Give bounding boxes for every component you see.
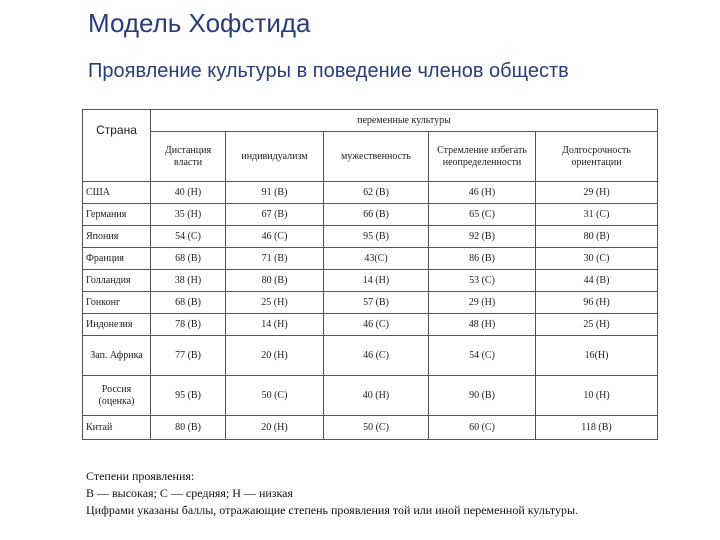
table-row: Гонконг 68 (В) 25 (Н) 57 (В) 29 (Н) 96 (Н) [82, 291, 659, 314]
country-cell: Китай [82, 415, 151, 440]
table-row: Германия 35 (Н) 67 (В) 66 (В) 65 (С) 31 (С) [82, 203, 659, 226]
slide-title: Модель Хофстида [88, 8, 311, 38]
table-row: Голландия 38 (Н) 80 (В) 14 (Н) 53 (С) 44 (В) [82, 269, 659, 292]
country-cell: Россия (оценка) [82, 375, 151, 416]
value-cell: 80 (В) [150, 415, 226, 440]
value-cell: 43(С) [323, 247, 429, 270]
country-cell: Голландия [82, 269, 151, 292]
table-row: Россия (оценка) 95 (В) 50 (С) 40 (Н) 90 (В) 1… [82, 375, 659, 416]
value-cell: 54 (С) [150, 225, 226, 248]
table-row: Зап. Африка 77 (В) 20 (Н) 46 (С) 54 (С) 16(Н) [82, 335, 659, 376]
value-cell: 92 (В) [428, 225, 536, 248]
country-cell: США [82, 181, 151, 204]
value-cell: 62 (В) [323, 181, 429, 204]
value-cell: 67 (В) [225, 203, 324, 226]
country-cell: Япония [82, 225, 151, 248]
value-cell: 14 (Н) [225, 313, 324, 336]
value-cell: 54 (С) [428, 335, 536, 376]
table-row: Китай 80 (В) 20 (Н) 50 (С) 60 (С) 118 (В) [82, 415, 659, 440]
value-cell: 29 (Н) [428, 291, 536, 314]
legend-title: Степени проявления: [86, 469, 195, 483]
country-cell: Гонконг [82, 291, 151, 314]
country-cell: Индонезия [82, 313, 151, 336]
value-cell: 91 (В) [225, 181, 324, 204]
value-cell: 50 (С) [323, 415, 429, 440]
value-cell: 65 (С) [428, 203, 536, 226]
country-header: Страна [82, 109, 151, 182]
value-cell: 68 (В) [150, 247, 226, 270]
value-cell: 20 (Н) [225, 415, 324, 440]
value-cell: 86 (В) [428, 247, 536, 270]
value-cell: 95 (В) [150, 375, 226, 416]
value-cell: 77 (В) [150, 335, 226, 376]
hofstede-table: Страна переменные культуры Дистанция вла… [82, 109, 659, 440]
legend-note: Степени проявления: В — высокая; С — сре… [86, 468, 716, 519]
value-cell: 46 (С) [225, 225, 324, 248]
column-header: индивидуализм [225, 131, 324, 182]
value-cell: 25 (Н) [225, 291, 324, 314]
value-cell: 46 (Н) [428, 181, 536, 204]
value-cell: 29 (Н) [534, 181, 659, 204]
value-cell: 68 (В) [150, 291, 226, 314]
value-cell: 16(Н) [534, 335, 659, 376]
value-cell: 78 (В) [150, 313, 226, 336]
value-cell: 48 (Н) [428, 313, 536, 336]
value-cell: 118 (В) [534, 415, 659, 440]
country-cell: Зап. Африка [82, 335, 151, 376]
legend-levels: В — высокая; С — средняя; Н — низкая [86, 486, 294, 500]
value-cell: 57 (В) [323, 291, 429, 314]
value-cell: 35 (Н) [150, 203, 226, 226]
value-cell: 50 (С) [225, 375, 324, 416]
table-row: США 40 (Н) 91 (В) 62 (В) 46 (Н) 29 (Н) [82, 181, 659, 204]
value-cell: 40 (Н) [150, 181, 226, 204]
table-row: Франция 68 (В) 71 (В) 43(С) 86 (В) 30 (С) [82, 247, 659, 270]
value-cell: 14 (Н) [323, 269, 429, 292]
value-cell: 95 (В) [323, 225, 429, 248]
table-row: Япония 54 (С) 46 (С) 95 (В) 92 (В) 80 (В) [82, 225, 659, 248]
value-cell: 40 (Н) [323, 375, 429, 416]
value-cell: 96 (Н) [534, 291, 659, 314]
value-cell: 30 (С) [534, 247, 659, 270]
value-cell: 46 (С) [323, 313, 429, 336]
column-header: мужественность [323, 131, 429, 182]
value-cell: 80 (В) [225, 269, 324, 292]
value-cell: 90 (В) [428, 375, 536, 416]
table-row: Индонезия 78 (В) 14 (Н) 46 (С) 48 (Н) 25 (Н) [82, 313, 659, 336]
value-cell: 44 (В) [534, 269, 659, 292]
column-header: Долгосрочность ориентации [534, 131, 659, 182]
value-cell: 80 (В) [534, 225, 659, 248]
group-header: переменные культуры [149, 109, 659, 132]
value-cell: 10 (Н) [534, 375, 659, 416]
value-cell: 71 (В) [225, 247, 324, 270]
country-cell: Франция [82, 247, 151, 270]
value-cell: 60 (С) [428, 415, 536, 440]
value-cell: 53 (С) [428, 269, 536, 292]
column-header: Стремление избегать неопределенности [428, 131, 536, 182]
value-cell: 20 (Н) [225, 335, 324, 376]
value-cell: 46 (С) [323, 335, 429, 376]
value-cell: 31 (С) [534, 203, 659, 226]
value-cell: 38 (Н) [150, 269, 226, 292]
value-cell: 66 (В) [323, 203, 429, 226]
country-cell: Германия [82, 203, 151, 226]
slide-subtitle: Проявление культуры в поведение членов о… [88, 60, 569, 82]
legend-description: Цифрами указаны баллы, отражающие степен… [86, 503, 579, 517]
column-header: Дистанция власти [150, 131, 226, 182]
value-cell: 25 (Н) [534, 313, 659, 336]
